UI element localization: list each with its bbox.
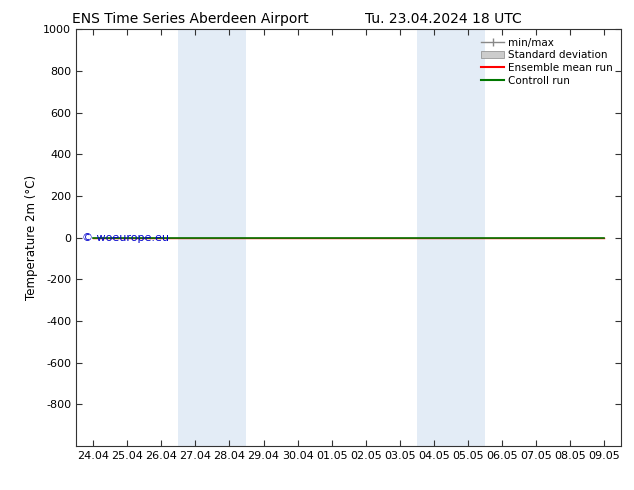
Y-axis label: Temperature 2m (°C): Temperature 2m (°C) — [25, 175, 37, 300]
Text: © woeurope.eu: © woeurope.eu — [82, 233, 169, 243]
Legend: min/max, Standard deviation, Ensemble mean run, Controll run: min/max, Standard deviation, Ensemble me… — [478, 35, 616, 89]
Bar — [417, 29, 485, 446]
Bar — [178, 29, 247, 446]
Text: Tu. 23.04.2024 18 UTC: Tu. 23.04.2024 18 UTC — [365, 12, 522, 26]
Text: ENS Time Series Aberdeen Airport: ENS Time Series Aberdeen Airport — [72, 12, 309, 26]
